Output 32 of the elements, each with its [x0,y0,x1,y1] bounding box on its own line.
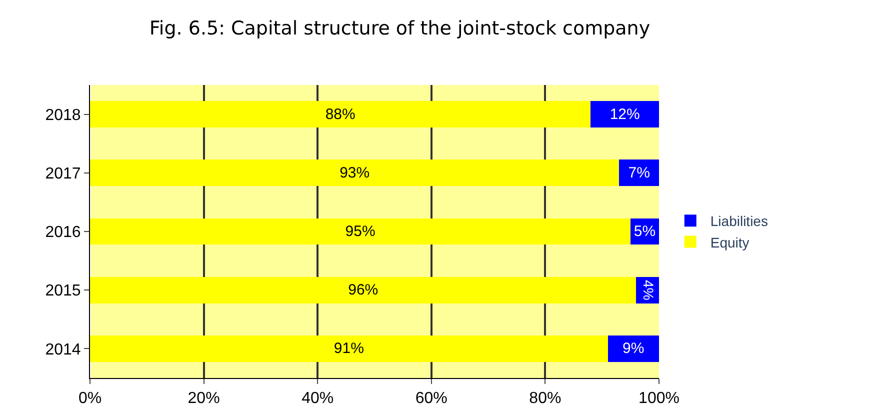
y-tick-label: 2018 [45,106,81,124]
data-label: 95% [345,223,376,240]
bar [90,101,591,128]
data-label: 5% [634,223,656,240]
data-label: 96% [348,282,378,299]
data-label: 4% [640,280,656,301]
chart-title: Fig. 6.5: Capital structure of the joint-stock company [149,17,650,40]
data-label: 9% [622,340,644,358]
data-label: 88% [325,106,356,123]
data-label: 7% [628,164,650,182]
y-tick-label: 2016 [45,224,81,242]
bar [90,336,608,362]
data-label: 12% [610,106,640,123]
x-tick-label: 0% [78,390,102,408]
bar [619,160,659,186]
x-tick-label: 80% [529,390,562,408]
y-tick-label: 2014 [45,341,81,358]
legend-label: Liabilities [710,213,768,230]
x-tick-label: 60% [415,390,448,408]
data-label: 93% [340,164,370,182]
legend-label: Equity [710,234,750,250]
bar [90,218,631,245]
bar [90,276,636,304]
y-tick-label: 2017 [45,166,81,182]
x-tick-label: 100% [638,390,680,408]
y-tick-label: 2015 [45,282,81,300]
x-tick-label: 20% [188,390,220,408]
data-label: 91% [334,340,364,358]
bar [590,101,659,128]
bar [608,336,659,362]
x-tick-label: 40% [302,390,334,408]
bar [90,160,620,186]
